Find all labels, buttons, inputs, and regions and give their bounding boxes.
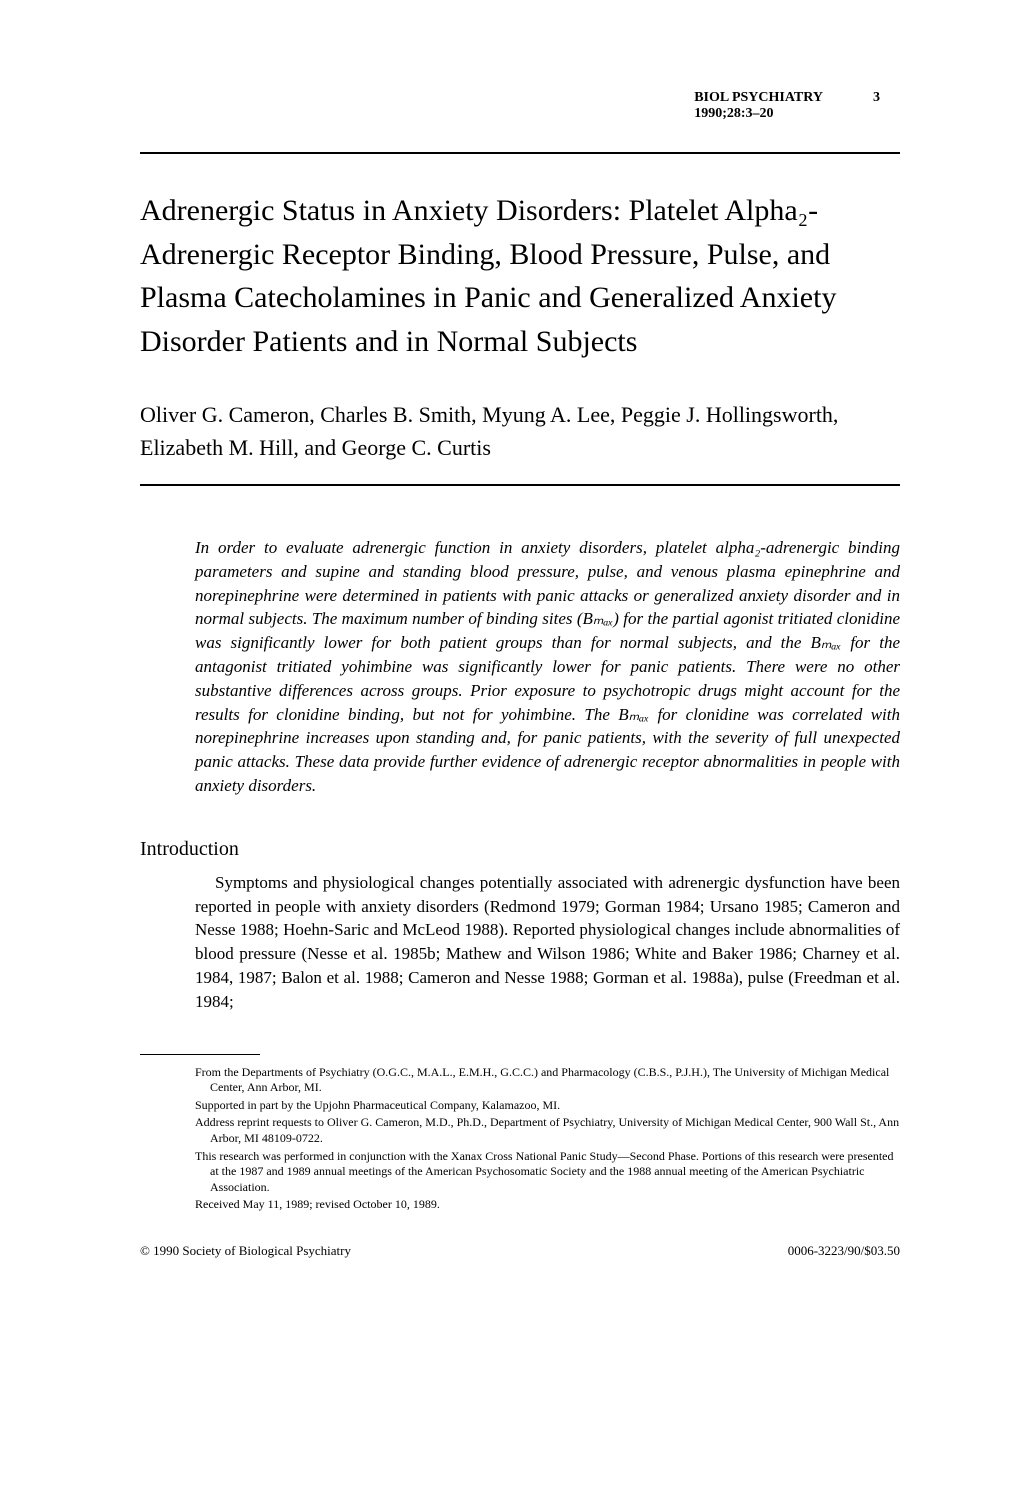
- footnote-item: Received May 11, 1989; revised October 1…: [195, 1197, 900, 1213]
- journal-name: BIOL PSYCHIATRY: [694, 90, 823, 106]
- page-header: BIOL PSYCHIATRY 1990;28:3–20 3: [140, 90, 900, 122]
- section-heading-introduction: Introduction: [140, 838, 900, 861]
- footnote-item: Supported in part by the Upjohn Pharmace…: [195, 1098, 900, 1114]
- page-number: 3: [873, 90, 880, 122]
- issn: 0006-3223/90/$03.50: [788, 1243, 900, 1259]
- article-title: Adrenergic Status in Anxiety Disorders: …: [140, 189, 900, 363]
- footnote-item: Address reprint requests to Oliver G. Ca…: [195, 1115, 900, 1146]
- footnote-item: From the Departments of Psychiatry (O.G.…: [195, 1065, 900, 1096]
- footnotes: From the Departments of Psychiatry (O.G.…: [195, 1065, 900, 1213]
- abstract: In order to evaluate adrenergic function…: [195, 536, 900, 798]
- copyright: © 1990 Society of Biological Psychiatry: [140, 1243, 351, 1259]
- footnote-item: This research was performed in conjuncti…: [195, 1149, 900, 1196]
- page-footer: © 1990 Society of Biological Psychiatry …: [140, 1243, 900, 1259]
- footnote-rule: [140, 1054, 260, 1055]
- mid-rule: [140, 484, 900, 486]
- journal-info: BIOL PSYCHIATRY 1990;28:3–20: [694, 90, 823, 122]
- body-paragraph: Symptoms and physiological changes poten…: [195, 871, 900, 1014]
- author-list: Oliver G. Cameron, Charles B. Smith, Myu…: [140, 398, 900, 464]
- top-rule: [140, 152, 900, 154]
- journal-issue: 1990;28:3–20: [694, 106, 823, 122]
